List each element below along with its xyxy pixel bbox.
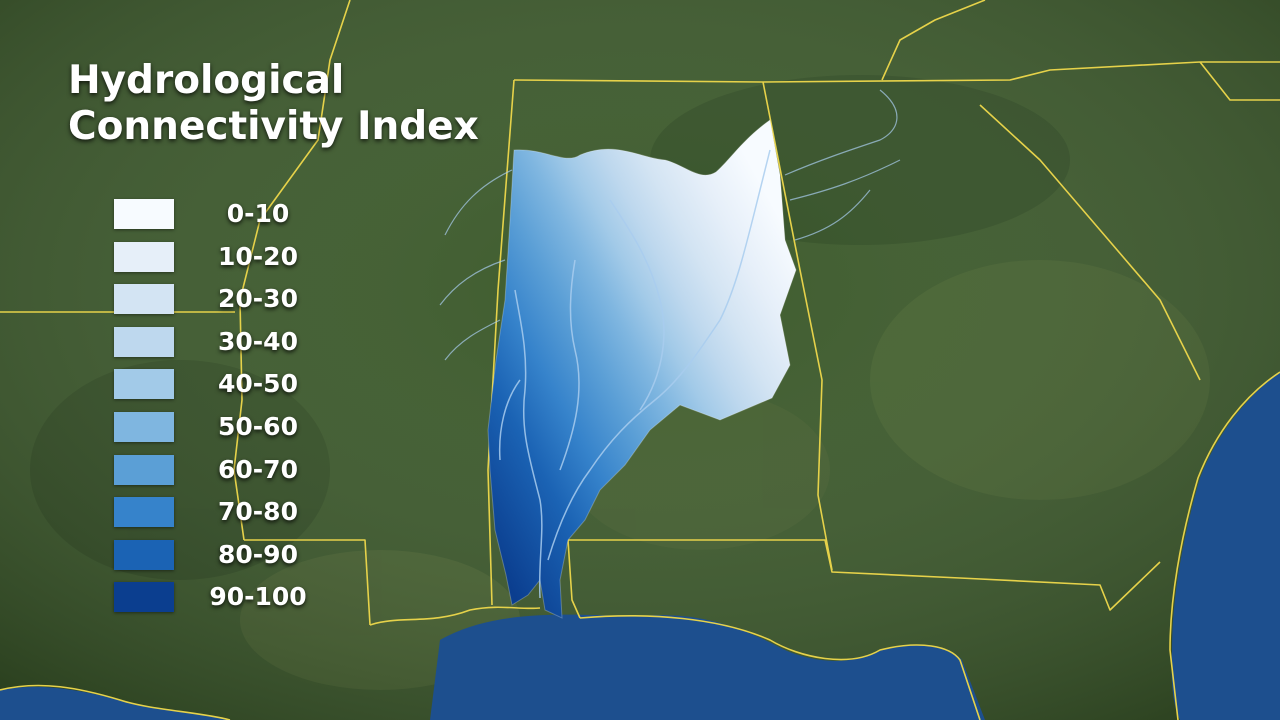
legend-label-80-90: 80-90 (218, 539, 298, 569)
legend-swatch-60-70 (114, 454, 174, 485)
gulf-of-mexico (430, 614, 985, 720)
legend-label-0-10: 0-10 (226, 199, 290, 228)
border-al-fl-west (567, 539, 581, 619)
legend-swatch-80-90 (114, 539, 174, 570)
legend-label-90-100: 90-100 (209, 582, 307, 612)
border-al-ga (762, 81, 833, 571)
legend-label-60-70: 60-70 (218, 454, 298, 484)
coastline-atlantic (1169, 371, 1280, 720)
legend-swatch-30-40 (114, 326, 174, 357)
legend-swatch-0-10 (114, 199, 174, 229)
river-tributary-east-2 (794, 189, 871, 241)
basin-river-network (498, 149, 771, 599)
legend-swatch-70-80 (114, 497, 174, 528)
atlantic-ocean (1171, 372, 1280, 720)
legend-label-40-50: 40-50 (218, 369, 298, 399)
river-coosa (719, 149, 771, 321)
river-tributary-east-1 (789, 159, 901, 201)
legend-title-line-2: Connectivity Index (68, 104, 479, 149)
border-ga-sc (979, 104, 1201, 381)
border-nc (1199, 61, 1280, 101)
legend-swatch-20-30 (114, 284, 174, 315)
legend-swatch-10-20 (114, 241, 174, 272)
mississippi-river-border (233, 0, 351, 541)
border-tn-va (881, 0, 986, 81)
river-cahaba (559, 259, 580, 471)
legend-swatch-50-60 (114, 411, 174, 442)
mobile-tombigbee-basin (487, 119, 797, 619)
river-tombigbee (514, 289, 543, 599)
river-alabama (547, 319, 721, 561)
river-noxubee (498, 379, 521, 461)
legend-swatch-40-50 (114, 369, 174, 400)
river-tributary-west-2 (439, 259, 506, 306)
river-tributary-west-1 (444, 169, 513, 236)
river-tennessee (784, 89, 898, 176)
border-ms-al (487, 79, 515, 606)
legend-label-30-40: 30-40 (218, 326, 298, 356)
legend-label-20-30: 20-30 (218, 284, 298, 314)
river-tributary-west-3 (444, 319, 501, 361)
river-black-warrior (609, 199, 665, 411)
legend-label-50-60: 50-60 (218, 411, 298, 441)
coastline-ms (369, 606, 541, 626)
western-gulf-coast (0, 686, 230, 720)
legend-label-10-20: 10-20 (218, 241, 298, 271)
legend-title: Hydrological Connectivity Index (68, 58, 479, 150)
border-north (513, 61, 1280, 83)
border-fl-line (568, 539, 1161, 611)
legend-title-line-1: Hydrological (68, 58, 345, 103)
legend-label-70-80: 70-80 (218, 497, 298, 527)
border-ms-la (244, 539, 371, 626)
legend-swatch-90-100 (114, 582, 174, 613)
coastline-fl (579, 615, 981, 720)
coastline-west (0, 684, 231, 720)
outer-river-network (439, 89, 901, 361)
